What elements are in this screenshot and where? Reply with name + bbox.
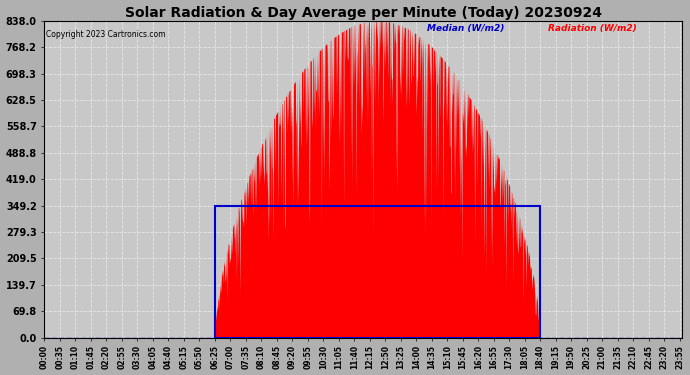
Bar [215,206,540,338]
Text: Median (W/m2): Median (W/m2) [427,24,504,33]
Text: Copyright 2023 Cartronics.com: Copyright 2023 Cartronics.com [46,30,165,39]
Title: Solar Radiation & Day Average per Minute (Today) 20230924: Solar Radiation & Day Average per Minute… [125,6,602,20]
Text: Radiation (W/m2): Radiation (W/m2) [548,24,637,33]
